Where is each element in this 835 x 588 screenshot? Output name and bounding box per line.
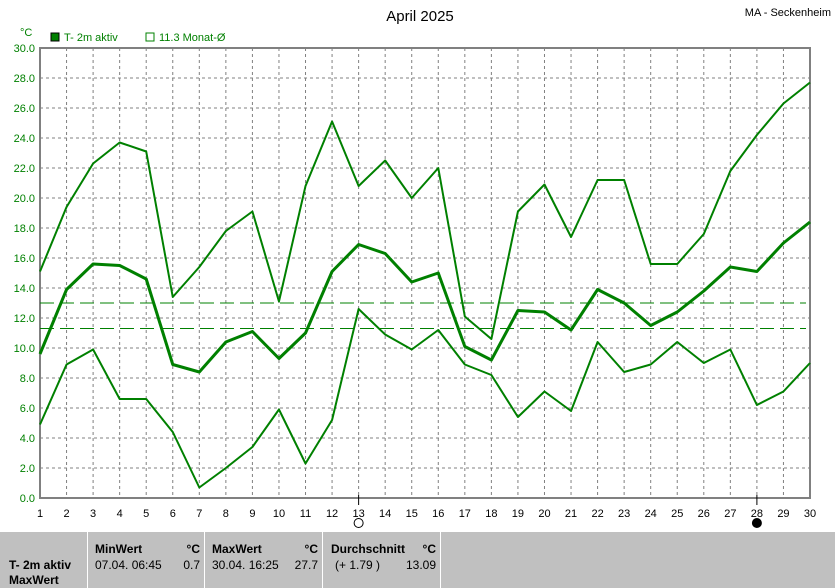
x-tick-label: 20 [538,508,550,520]
x-tick-label: 5 [143,508,149,520]
min-header: MinWert [95,542,143,556]
x-tick-label: 2 [63,508,69,520]
y-tick-label: 24.0 [14,133,35,145]
x-tick-label: 9 [249,508,255,520]
empty-cell [440,532,835,588]
x-tick-label: 12 [326,508,338,520]
summary-panel: T- 2m aktiv MaxWert MinWert °C 07.04. 06… [0,532,835,588]
y-tick-label: 2.0 [20,463,35,475]
max-value: 27.7 [294,558,318,572]
legend-filled-square-icon [50,32,60,42]
station-name: MA - Seckenheim [745,7,831,19]
avg-deviation: (+ 1.79 ) [335,558,381,572]
series-label: T- 2m aktiv [9,558,72,572]
summary-label-cell: T- 2m aktiv MaxWert [0,532,87,588]
x-tick-label: 8 [223,508,229,520]
y-tick-label: 14.0 [14,283,35,295]
x-tick-label: 10 [273,508,285,520]
temperature-chart: April 2025 MA - Seckenheim°C T- 2m aktiv 11… [14,7,831,528]
min-value: 0.7 [183,558,200,572]
max-unit: °C [304,542,318,556]
min-date: 07.04. 06:45 [95,558,162,572]
x-tick-label: 28 [751,508,763,520]
avg-value: 13.09 [405,558,436,572]
legend-label-series: T- 2m aktiv [64,32,118,44]
y-tick-label: 4.0 [20,433,35,445]
x-tick-label: 24 [645,508,657,520]
x-tick-label: 23 [618,508,630,520]
min-unit: °C [186,542,200,556]
x-tick-label: 3 [90,508,96,520]
y-tick-label: 6.0 [20,403,35,415]
min-cell: MinWert °C 07.04. 06:45 0.7 [87,532,204,588]
y-tick-label: 0.0 [20,493,35,505]
x-tick-label: 17 [459,508,471,520]
y-tick-label: 26.0 [14,103,35,115]
x-tick-label: 6 [170,508,176,520]
y-tick-label: 16.0 [14,253,35,265]
y-axis-unit: °C [20,27,32,39]
series-line-max [39,81,811,340]
avg-header: Durchschnitt [331,542,406,556]
max-header: MaxWert [212,542,262,556]
x-tick-label: 4 [117,508,123,520]
y-tick-label: 28.0 [14,73,35,85]
y-tick-label: 20.0 [14,193,35,205]
x-tick-label: 11 [300,508,311,520]
x-tick-label: 29 [777,508,789,520]
x-tick-label: 22 [591,508,603,520]
y-tick-label: 8.0 [20,373,35,385]
stat-label: MaxWert [9,573,59,587]
x-tick-label: 30 [804,508,816,520]
x-tick-label: 16 [432,508,444,520]
x-tick-label: 19 [512,508,524,520]
plot-frame [39,47,811,499]
y-tick-label: 22.0 [14,163,35,175]
full-moon-icon [353,518,364,528]
x-tick-label: 7 [196,508,202,520]
series-line-mean [38,220,811,374]
series-line-min [39,308,811,489]
max-date: 30.04. 16:25 [212,558,279,572]
y-tick-label: 30.0 [14,43,35,55]
chart-title: April 2025 [386,8,454,25]
legend-label-average: 11.3 Monat-Ø [159,32,226,44]
x-tick-label: 21 [565,508,577,520]
x-tick-label: 18 [485,508,497,520]
y-tick-label: 18.0 [14,223,35,235]
x-tick-label: 25 [671,508,683,520]
avg-cell: Durchschnitt °C (+ 1.79 ) 13.09 [322,532,441,588]
x-tick-label: 15 [406,508,418,520]
x-tick-label: 14 [379,508,391,520]
x-tick-label: 26 [698,508,710,520]
max-cell: MaxWert °C 30.04. 16:25 27.7 [204,532,322,588]
new-moon-icon [751,518,762,528]
x-tick-label: 13 [352,508,364,520]
y-tick-label: 10.0 [14,343,35,355]
y-tick-label: 12.0 [14,313,35,325]
avg-unit: °C [422,542,436,556]
x-tick-label: 27 [724,508,736,520]
legend-empty-square-icon [145,32,155,42]
x-tick-label: 1 [37,508,43,520]
